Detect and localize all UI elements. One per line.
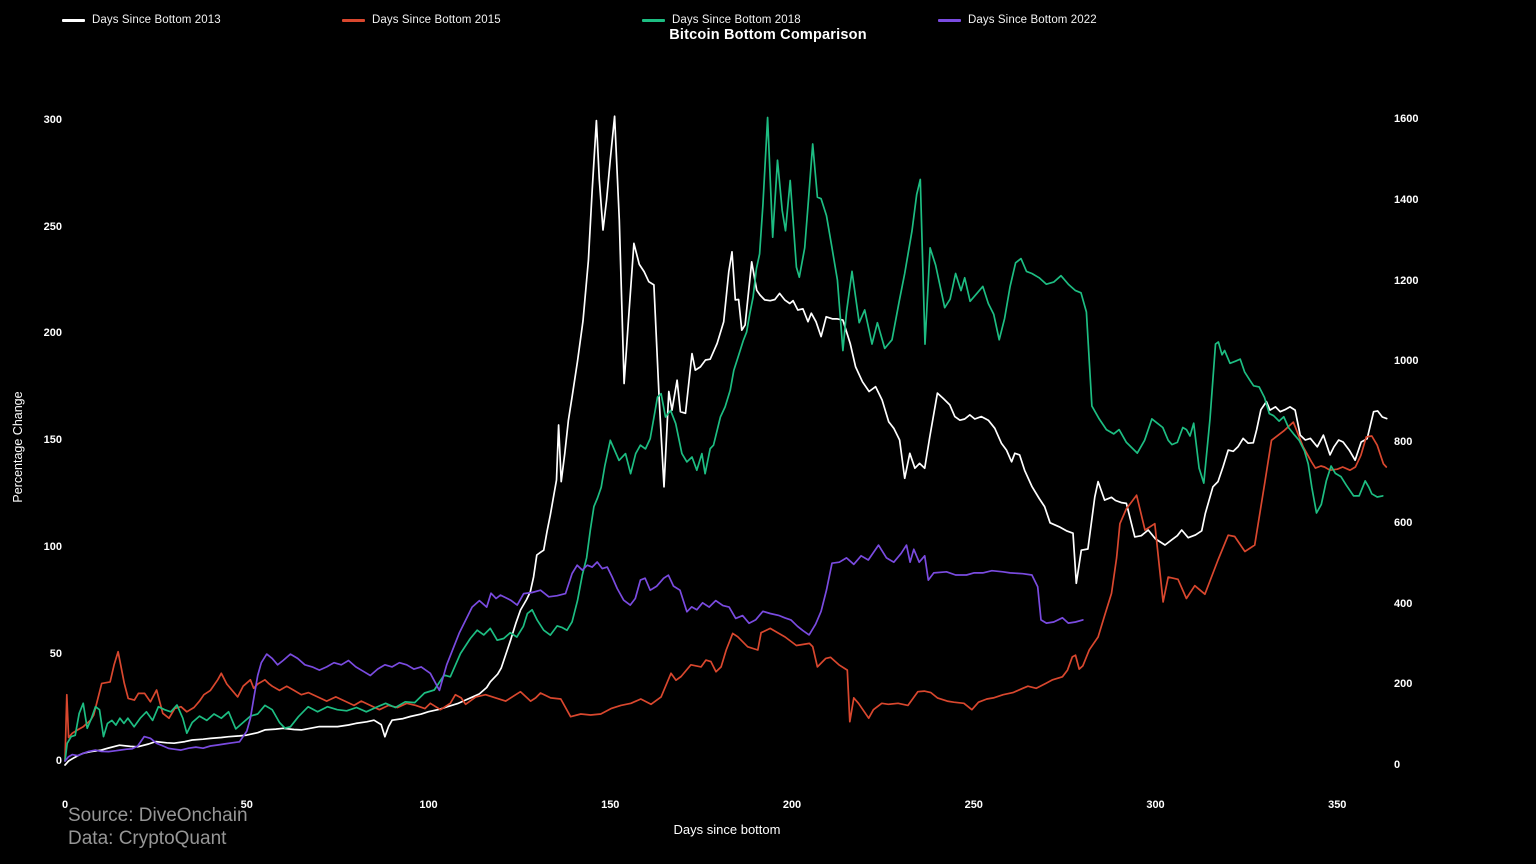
y-tick-right-0: 0 (1394, 759, 1401, 771)
chart-title: Bitcoin Bottom Comparison (669, 27, 867, 43)
legend-item-2015: Days Since Bottom 2015 (342, 14, 501, 26)
x-tick-250: 250 (964, 799, 983, 811)
y-tick-right-1600: 1600 (1394, 113, 1419, 125)
legend-label-2022: Days Since Bottom 2022 (968, 14, 1097, 26)
data-line: Data: CryptoQuant (68, 828, 227, 849)
x-tick-150: 150 (601, 799, 620, 811)
legend-item-2018: Days Since Bottom 2018 (642, 14, 801, 26)
legend-swatch-2018 (642, 18, 665, 22)
legend-label-2015: Days Since Bottom 2015 (372, 14, 501, 26)
x-tick-100: 100 (419, 799, 438, 811)
legend-label-2013: Days Since Bottom 2013 (92, 14, 221, 26)
x-axis-label: Days since bottom (673, 822, 781, 837)
series-line-2018 (64, 116, 1384, 762)
y-tick-left-100: 100 (43, 541, 62, 554)
y-tick-right-1400: 1400 (1394, 193, 1419, 206)
source-line: Source: DiveOnchain (68, 805, 248, 826)
legend-item-2013: Days Since Bottom 2013 (62, 14, 221, 26)
x-tick-0: 0 (61, 799, 69, 811)
y-tick-right-1200: 1200 (1394, 274, 1419, 287)
legend-label-2018: Days Since Bottom 2018 (672, 14, 801, 26)
legend-swatch-2013 (62, 18, 85, 22)
series-line-2022 (64, 544, 1084, 762)
x-tick-200: 200 (782, 799, 802, 811)
legend-swatch-2022 (938, 18, 961, 22)
y-tick-right-800: 800 (1394, 436, 1413, 448)
y-tick-right-1000: 1000 (1394, 355, 1419, 368)
x-tick-50: 50 (240, 799, 253, 811)
source-attribution: Source: DiveOnchain Data: CryptoQuant (68, 804, 248, 850)
y-tick-left-0: 0 (55, 755, 62, 767)
x-tick-350: 350 (1328, 799, 1347, 811)
series-line-2015 (64, 421, 1388, 762)
x-tick-300: 300 (1146, 799, 1165, 811)
y-tick-left-250: 250 (43, 220, 62, 233)
y-tick-right-400: 400 (1394, 597, 1413, 610)
y-tick-left-200: 200 (43, 327, 62, 340)
y-tick-left-300: 300 (43, 113, 62, 126)
y-tick-left-150: 150 (43, 434, 62, 447)
series-line-2013 (64, 115, 1388, 766)
legend-item-2022: Days Since Bottom 2022 (938, 14, 1097, 26)
legend-swatch-2015 (342, 18, 365, 22)
y-tick-right-600: 600 (1394, 516, 1413, 529)
y-tick-right-200: 200 (1394, 678, 1413, 691)
y-tick-left-50: 50 (49, 648, 62, 661)
